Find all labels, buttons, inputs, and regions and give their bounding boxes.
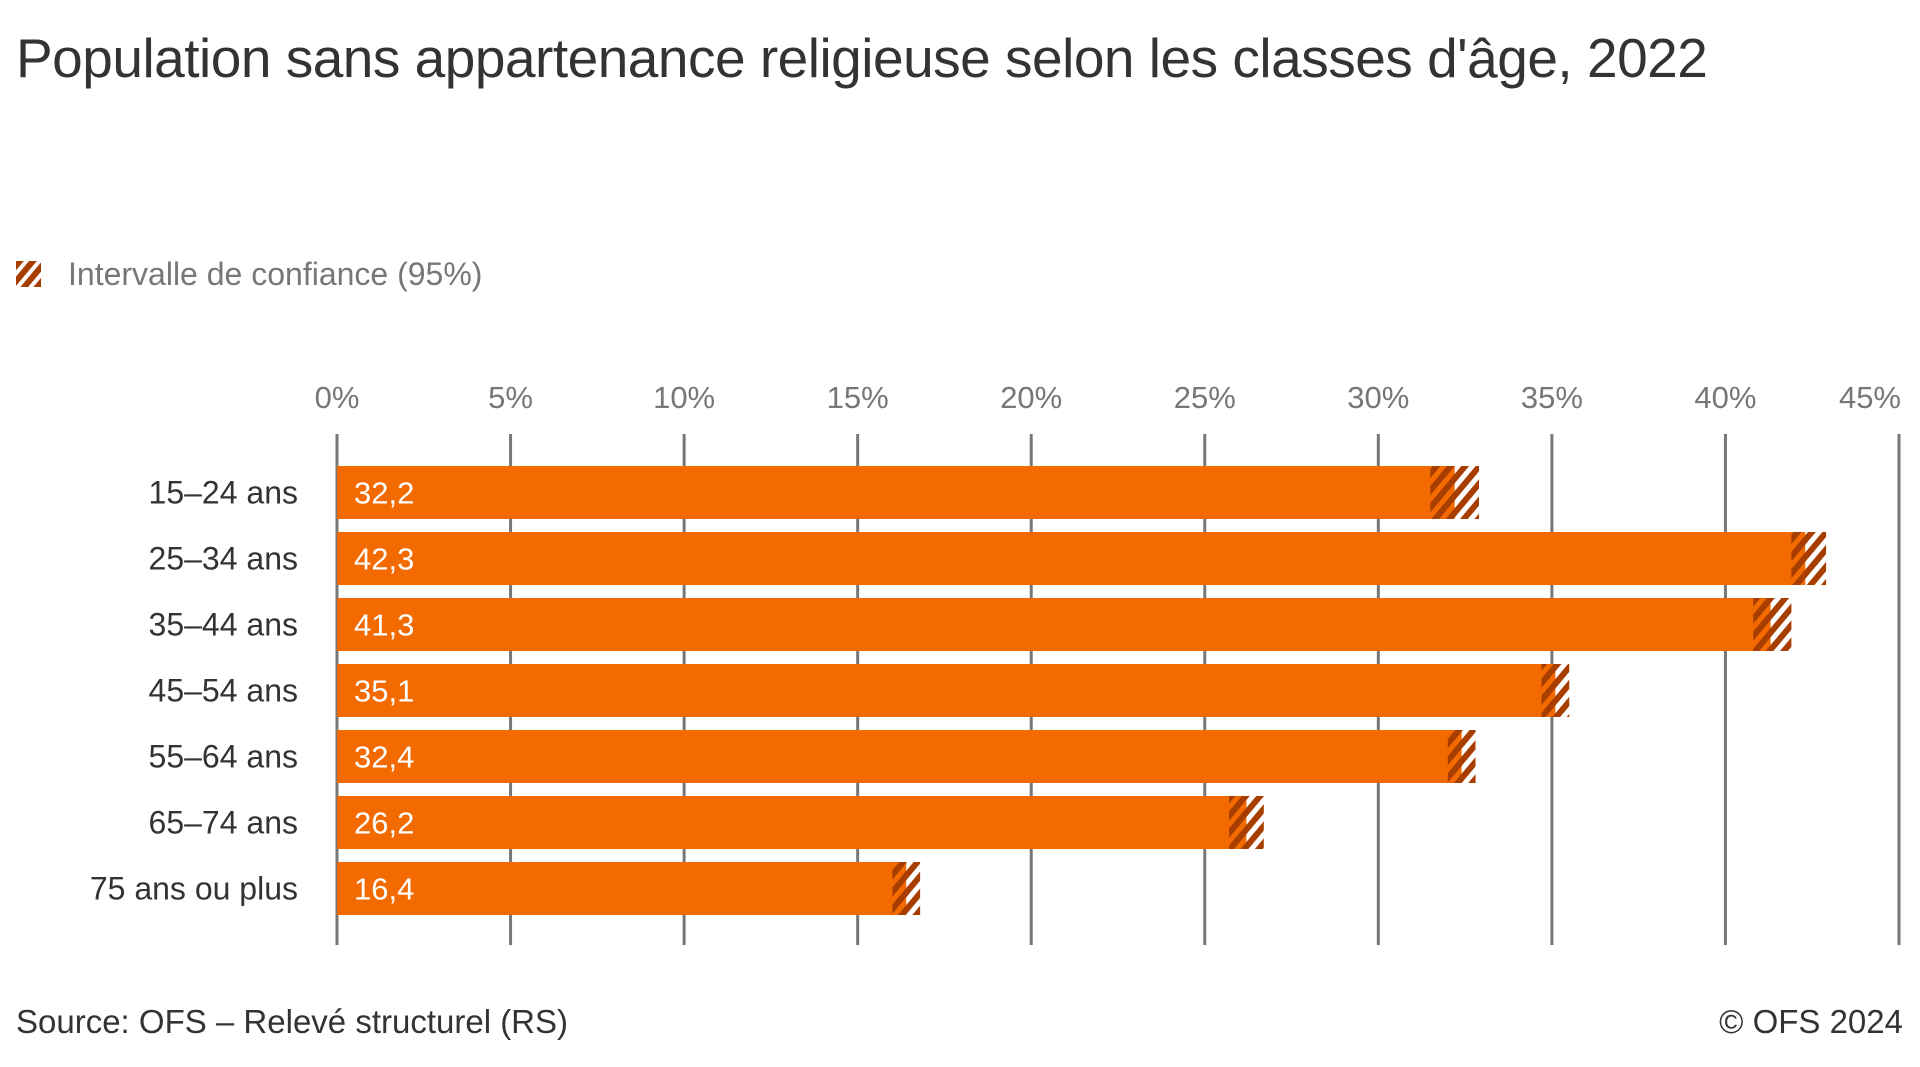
chart-title: Population sans appartenance religieuse … bbox=[16, 27, 1708, 89]
confidence-interval bbox=[1229, 796, 1264, 849]
data-label: 42,3 bbox=[354, 542, 414, 577]
hatched-swatch-icon bbox=[16, 261, 41, 287]
x-tick-label: 5% bbox=[488, 380, 533, 415]
confidence-interval bbox=[1753, 598, 1792, 651]
copyright-note: © OFS 2024 bbox=[1719, 1003, 1903, 1040]
x-tick-label: 30% bbox=[1347, 380, 1409, 415]
bar bbox=[337, 730, 1462, 783]
x-tick-label: 35% bbox=[1521, 380, 1583, 415]
legend: Intervalle de confiance (95%) bbox=[16, 256, 482, 292]
data-label: 26,2 bbox=[354, 806, 414, 841]
bar bbox=[337, 664, 1556, 717]
bar bbox=[337, 466, 1455, 519]
category-label: 65–74 ans bbox=[149, 805, 298, 841]
confidence-interval bbox=[1447, 730, 1476, 783]
data-label: 32,2 bbox=[354, 476, 414, 511]
data-label: 32,4 bbox=[354, 740, 414, 775]
category-label: 55–64 ans bbox=[149, 739, 298, 775]
x-tick-label: 40% bbox=[1694, 380, 1756, 415]
confidence-interval bbox=[1541, 664, 1570, 717]
x-tick-label: 10% bbox=[653, 380, 715, 415]
data-label: 41,3 bbox=[354, 608, 414, 643]
category-label: 75 ans ou plus bbox=[90, 871, 298, 907]
source-note: Source: OFS – Relevé structurel (RS) bbox=[16, 1003, 569, 1040]
category-label: 35–44 ans bbox=[149, 607, 298, 643]
x-tick-label: 25% bbox=[1174, 380, 1236, 415]
confidence-interval bbox=[1430, 466, 1479, 519]
x-tick-label: 15% bbox=[827, 380, 889, 415]
data-label: 35,1 bbox=[354, 674, 414, 709]
confidence-interval bbox=[892, 862, 921, 915]
bar bbox=[337, 532, 1806, 585]
legend-label: Intervalle de confiance (95%) bbox=[68, 255, 483, 292]
x-tick-label: 45% bbox=[1839, 380, 1901, 415]
confidence-interval bbox=[1791, 532, 1827, 585]
x-tick-label: 0% bbox=[315, 380, 360, 415]
bar-chart: 0% 5% 10% 15% 20% 25% 30% 35% 40% 45% 15–24 ans 32… bbox=[90, 380, 1901, 945]
category-label: 45–54 ans bbox=[149, 673, 298, 709]
bar bbox=[337, 862, 907, 915]
bar bbox=[337, 796, 1247, 849]
category-label: 25–34 ans bbox=[149, 541, 298, 577]
data-label: 16,4 bbox=[354, 872, 414, 907]
bar bbox=[337, 598, 1771, 651]
category-label: 15–24 ans bbox=[149, 475, 298, 511]
x-tick-label: 20% bbox=[1000, 380, 1062, 415]
